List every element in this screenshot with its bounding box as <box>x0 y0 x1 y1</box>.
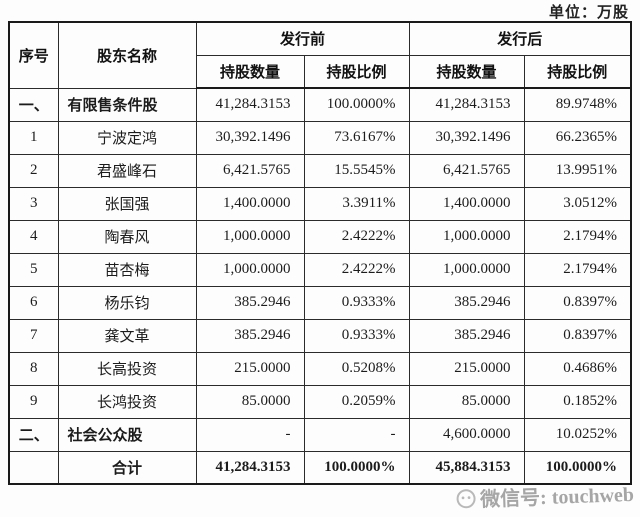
cell-ratio-after: 2.1794% <box>523 219 632 254</box>
cell-ratio-before: - <box>303 417 410 452</box>
cell-ratio-before: 15.5545% <box>303 153 410 188</box>
cell-qty-before: 41,284.3153 <box>195 87 305 122</box>
cell-name: 龚文革 <box>57 318 197 353</box>
cell-index: 7 <box>8 318 59 353</box>
cell-name: 陶春风 <box>57 219 197 254</box>
header-before-issue: 发行前 <box>195 21 410 56</box>
header-qty-before: 持股数量 <box>195 54 305 89</box>
cell-ratio-after: 13.9951% <box>523 153 632 188</box>
cell-qty-after: 215.0000 <box>408 351 525 386</box>
cell-qty-before: 1,000.0000 <box>195 219 305 254</box>
cell-name: 宁波定鸿 <box>57 120 197 155</box>
cell-ratio-before: 3.3911% <box>303 186 410 221</box>
table-row: 5 苗杏梅 1,000.0000 2.4222% 1,000.0000 2.17… <box>8 252 632 287</box>
wechat-icon <box>455 487 478 510</box>
table-row: 8 长高投资 215.0000 0.5208% 215.0000 0.4686% <box>8 351 632 386</box>
header-qty-after: 持股数量 <box>408 54 525 89</box>
cell-qty-after: 1,400.0000 <box>408 186 525 221</box>
table-row: 9 长鸿投资 85.0000 0.2059% 85.0000 0.1852% <box>8 384 632 419</box>
cell-ratio-after: 89.9748% <box>523 87 632 122</box>
cell-index: 3 <box>8 186 59 221</box>
cell-index: 一、 <box>8 87 59 122</box>
cell-name: 合计 <box>57 450 197 485</box>
cell-ratio-after: 100.0000% <box>523 450 632 485</box>
cell-index: 8 <box>8 351 59 386</box>
cell-name: 社会公众股 <box>57 417 197 452</box>
table-row: 4 陶春风 1,000.0000 2.4222% 1,000.0000 2.17… <box>8 219 632 254</box>
cell-ratio-after: 10.0252% <box>523 417 632 452</box>
cell-name: 君盛峰石 <box>57 153 197 188</box>
table-row: 1 宁波定鸿 30,392.1496 73.6167% 30,392.1496 … <box>8 120 632 155</box>
cell-qty-before: 1,000.0000 <box>195 252 305 287</box>
header-ratio-before: 持股比例 <box>303 54 410 89</box>
cell-index: 4 <box>8 219 59 254</box>
cell-index: 1 <box>8 120 59 155</box>
cell-name: 长鸿投资 <box>57 384 197 419</box>
shareholder-table: 序号 股东名称 发行前 发行后 持股数量 持股比例 持股数量 持股比例 一、 有… <box>8 21 633 485</box>
header-shareholder-name: 股东名称 <box>57 21 197 89</box>
cell-ratio-after: 3.0512% <box>523 186 632 221</box>
cell-ratio-before: 100.0000% <box>303 450 410 485</box>
header-ratio-after: 持股比例 <box>523 54 632 89</box>
cell-ratio-before: 0.2059% <box>303 384 410 419</box>
cell-qty-before: - <box>195 417 305 452</box>
cell-ratio-after: 0.1852% <box>523 384 632 419</box>
cell-qty-before: 1,400.0000 <box>195 186 305 221</box>
header-after-issue: 发行后 <box>408 21 632 56</box>
cell-ratio-after: 66.2365% <box>523 120 632 155</box>
cell-ratio-after: 0.8397% <box>523 318 632 353</box>
cell-index: 2 <box>8 153 59 188</box>
cell-qty-before: 30,392.1496 <box>195 120 305 155</box>
table-row: 6 杨乐钧 385.2946 0.9333% 385.2946 0.8397% <box>8 285 632 320</box>
table-row-public-shares: 二、 社会公众股 - - 4,600.0000 10.0252% <box>8 417 632 452</box>
cell-ratio-before: 0.9333% <box>303 318 410 353</box>
unit-label: 单位：万股 <box>548 5 629 21</box>
cell-ratio-before: 0.5208% <box>303 351 410 386</box>
cell-qty-before: 215.0000 <box>195 351 305 386</box>
cell-index: 9 <box>8 384 59 419</box>
cell-name: 杨乐钧 <box>57 285 197 320</box>
cell-name: 张国强 <box>57 186 197 221</box>
cell-qty-after: 45,884.3153 <box>408 450 525 485</box>
cell-qty-before: 41,284.3153 <box>195 450 305 485</box>
cell-index: 5 <box>8 252 59 287</box>
cell-ratio-before: 100.0000% <box>303 87 410 122</box>
cell-index: 二、 <box>8 417 59 452</box>
cell-qty-after: 385.2946 <box>408 318 525 353</box>
cell-qty-after: 30,392.1496 <box>408 120 525 155</box>
cell-qty-before: 385.2946 <box>195 285 305 320</box>
cell-index <box>8 450 59 485</box>
cell-qty-after: 85.0000 <box>408 384 525 419</box>
cell-qty-before: 6,421.5765 <box>195 153 305 188</box>
cell-qty-after: 1,000.0000 <box>408 219 525 254</box>
table-header: 序号 股东名称 发行前 发行后 持股数量 持股比例 持股数量 持股比例 <box>8 21 632 89</box>
cell-ratio-after: 0.4686% <box>523 351 632 386</box>
cell-ratio-after: 0.8397% <box>523 285 632 320</box>
cell-name: 长高投资 <box>57 351 197 386</box>
table-row: 3 张国强 1,400.0000 3.3911% 1,400.0000 3.05… <box>8 186 632 221</box>
cell-qty-before: 385.2946 <box>195 318 305 353</box>
cell-ratio-before: 2.4222% <box>303 252 410 287</box>
cell-index: 6 <box>8 285 59 320</box>
cell-qty-after: 6,421.5765 <box>408 153 525 188</box>
cell-qty-after: 4,600.0000 <box>408 417 525 452</box>
cell-qty-after: 41,284.3153 <box>408 87 525 122</box>
table-row-restricted-shares: 一、 有限售条件股 41,284.3153 100.0000% 41,284.3… <box>8 87 632 122</box>
cell-qty-before: 85.0000 <box>195 384 305 419</box>
header-index: 序号 <box>8 21 59 89</box>
cell-name: 有限售条件股 <box>57 87 197 122</box>
cell-ratio-before: 0.9333% <box>303 285 410 320</box>
cell-ratio-after: 2.1794% <box>523 252 632 287</box>
cell-qty-after: 1,000.0000 <box>408 252 525 287</box>
cell-ratio-before: 73.6167% <box>303 120 410 155</box>
table-row: 2 君盛峰石 6,421.5765 15.5545% 6,421.5765 13… <box>8 153 632 188</box>
cell-name: 苗杏梅 <box>57 252 197 287</box>
cell-ratio-before: 2.4222% <box>303 219 410 254</box>
cell-qty-after: 385.2946 <box>408 285 525 320</box>
table-row: 7 龚文革 385.2946 0.9333% 385.2946 0.8397% <box>8 318 632 353</box>
table-row-total: 合计 41,284.3153 100.0000% 45,884.3153 100… <box>8 450 632 485</box>
